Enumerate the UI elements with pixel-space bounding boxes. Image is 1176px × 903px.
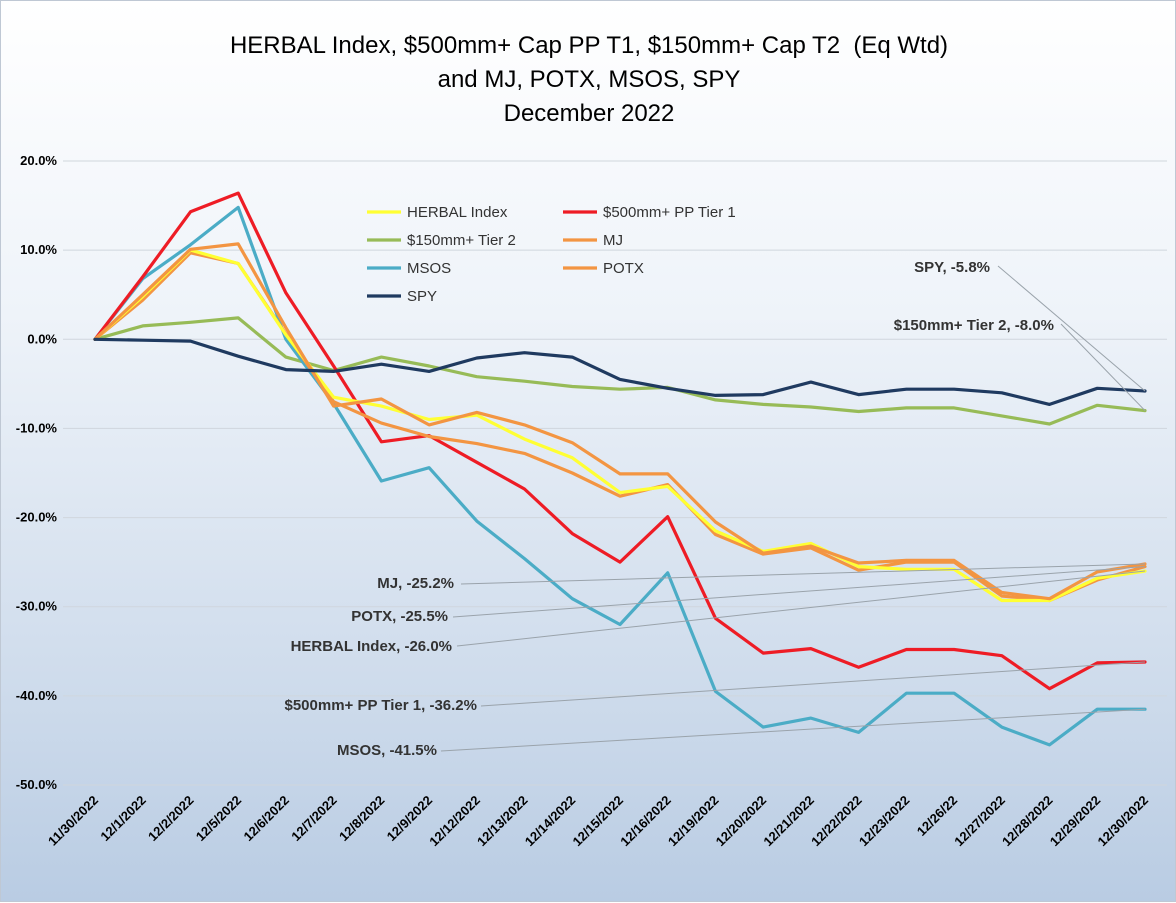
annotation-leader-line <box>440 708 1146 752</box>
y-tick-label: -10.0% <box>16 420 58 435</box>
y-tick-label: -50.0% <box>16 777 58 792</box>
legend-label: HERBAL Index <box>407 204 508 221</box>
x-tick-label: 12/26/22 <box>914 793 960 839</box>
annotation-label: $150mm+ Tier 2, -8.0% <box>894 317 1054 334</box>
series-line <box>93 248 1147 603</box>
y-tick-label: 0.0% <box>27 331 57 346</box>
annotation-leader-line <box>480 661 1146 707</box>
series-line <box>93 242 1147 601</box>
annotation-label: MJ, -25.2% <box>377 575 454 592</box>
x-tick-label: 12/20/2022 <box>713 793 770 850</box>
annotation-label: $500mm+ PP Tier 1, -36.2% <box>285 697 478 714</box>
x-tick-label: 12/15/2022 <box>569 793 626 850</box>
series-line <box>93 191 1147 691</box>
x-tick-label: 11/30/2022 <box>45 793 101 849</box>
y-tick-label: 20.0% <box>20 153 57 168</box>
x-tick-label: 12/8/2022 <box>336 793 388 845</box>
x-tick-label: 12/28/2022 <box>999 793 1056 850</box>
x-tick-label: 12/29/2022 <box>1047 793 1104 850</box>
annotation-label: MSOS, -41.5% <box>337 742 437 759</box>
x-tick-label: 12/27/2022 <box>951 793 1008 850</box>
x-tick-label: 12/7/2022 <box>288 793 340 845</box>
annotation-leader-line <box>1060 323 1146 411</box>
chart-title: HERBAL Index, $500mm+ Cap PP T1, $150mm+… <box>1 29 1176 131</box>
legend-label: MJ <box>603 232 623 249</box>
annotation-leader-line <box>456 570 1146 647</box>
series-line <box>93 337 1147 406</box>
y-tick-label: 10.0% <box>20 242 57 257</box>
annotation-label: POTX, -25.5% <box>351 608 448 625</box>
y-tick-label: -40.0% <box>16 688 58 703</box>
legend-label: MSOS <box>407 260 451 277</box>
legend-label: SPY <box>407 288 437 305</box>
legend-label: POTX <box>603 260 644 277</box>
y-tick-label: -30.0% <box>16 599 58 614</box>
x-tick-label: 12/13/2022 <box>474 793 531 850</box>
series-line <box>93 251 1147 603</box>
y-tick-label: -20.0% <box>16 510 58 525</box>
x-tick-label: 12/6/2022 <box>241 793 293 845</box>
x-tick-label: 12/21/2022 <box>760 793 817 850</box>
x-tick-label: 12/5/2022 <box>193 793 245 845</box>
title-line-1: HERBAL Index, $500mm+ Cap PP T1, $150mm+… <box>229 32 949 59</box>
title-line-3: December 2022 <box>503 100 675 127</box>
legend-label: $500mm+ PP Tier 1 <box>603 204 736 221</box>
annotation-leader-line <box>460 563 1146 585</box>
title-line-2: and MJ, POTX, MSOS, SPY <box>437 66 741 93</box>
x-tick-label: 12/19/2022 <box>665 793 722 850</box>
series-line <box>93 205 1147 747</box>
x-tick-label: 12/1/2022 <box>97 793 149 845</box>
annotation-leader-line <box>997 265 1146 392</box>
x-tick-label: 12/14/2022 <box>522 793 579 850</box>
series-line <box>93 316 1147 426</box>
annotation-leader-line <box>452 566 1146 618</box>
annotation-label: SPY, -5.8% <box>914 259 990 276</box>
x-tick-label: 12/30/2022 <box>1094 793 1151 850</box>
x-tick-label: 12/16/2022 <box>617 793 674 850</box>
x-tick-label: 12/23/2022 <box>856 793 913 850</box>
legend-label: $150mm+ Tier 2 <box>407 232 516 249</box>
x-tick-label: 12/2/2022 <box>145 793 197 845</box>
x-tick-label: 12/22/2022 <box>808 793 865 850</box>
x-tick-label: 12/12/2022 <box>426 793 483 850</box>
annotation-label: HERBAL Index, -26.0% <box>291 638 452 655</box>
